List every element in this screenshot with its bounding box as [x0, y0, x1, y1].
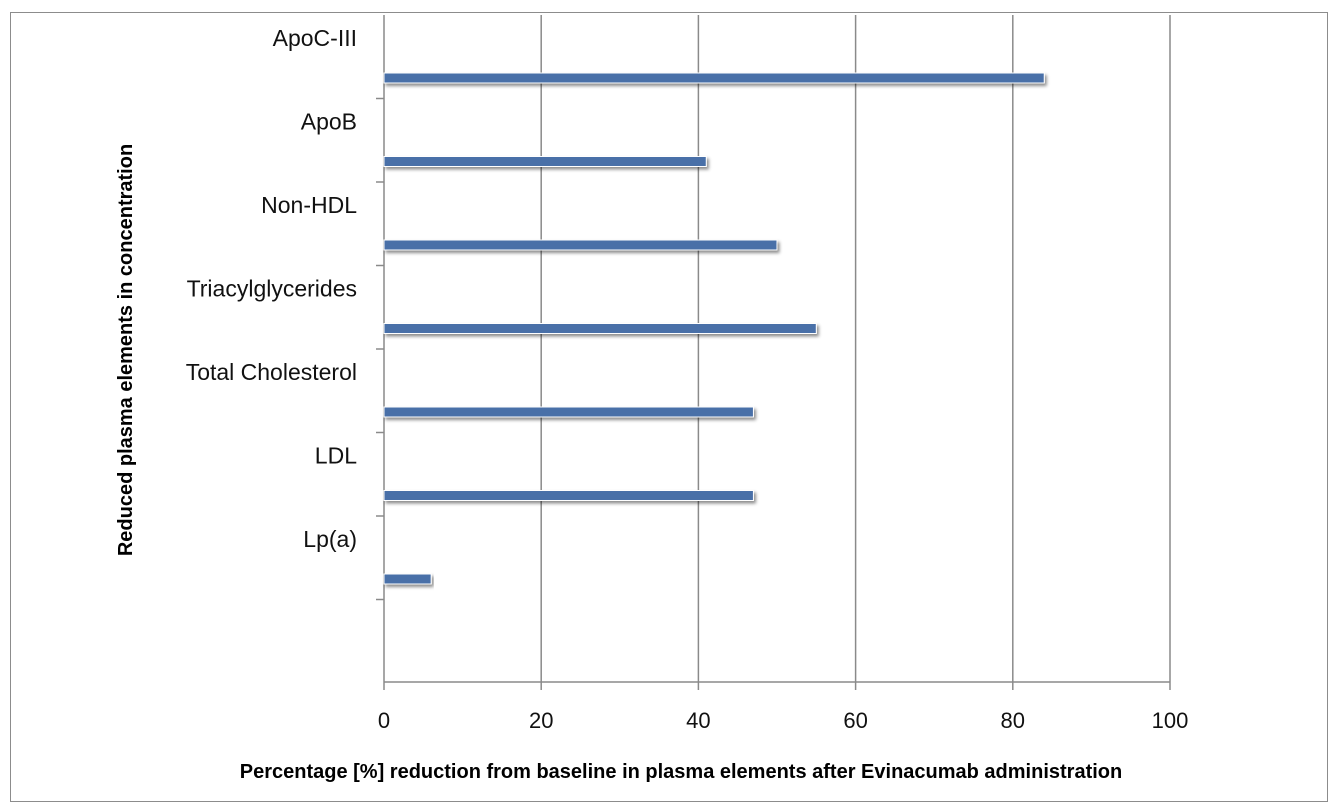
category-labels: ApoC-III ApoB Non-HDL Triacylglycerides Tota… — [186, 25, 358, 552]
x-axis-title: Percentage [%] reduction from baseline i… — [240, 761, 1122, 783]
category-label: Non-HDL — [261, 192, 357, 218]
category-label: Lp(a) — [303, 526, 357, 552]
x-tick-label: 80 — [1001, 708, 1025, 733]
gridlines — [540, 15, 1171, 682]
x-tick-label: 60 — [843, 708, 867, 733]
bar — [383, 72, 1045, 84]
axes — [376, 15, 1171, 690]
category-label: ApoC-III — [273, 25, 357, 51]
y-axis-title: Reduced plasma elements in concentration — [115, 144, 137, 556]
category-label: ApoB — [301, 109, 357, 135]
bar — [383, 156, 707, 167]
bar — [383, 323, 817, 334]
x-tick-label: 40 — [686, 708, 710, 733]
bar — [383, 406, 754, 418]
x-tick-label: 20 — [529, 708, 553, 733]
bar — [383, 490, 754, 501]
bar — [383, 239, 778, 251]
bar — [383, 573, 432, 585]
x-tick-labels: 0 20 40 60 80 100 — [378, 708, 1188, 733]
category-label: LDL — [315, 443, 357, 469]
category-label: Triacylglycerides — [187, 276, 357, 302]
category-label: Total Cholesterol — [186, 359, 357, 385]
x-tick-label: 0 — [378, 708, 390, 733]
bars — [383, 72, 1045, 585]
x-tick-label: 100 — [1152, 708, 1189, 733]
